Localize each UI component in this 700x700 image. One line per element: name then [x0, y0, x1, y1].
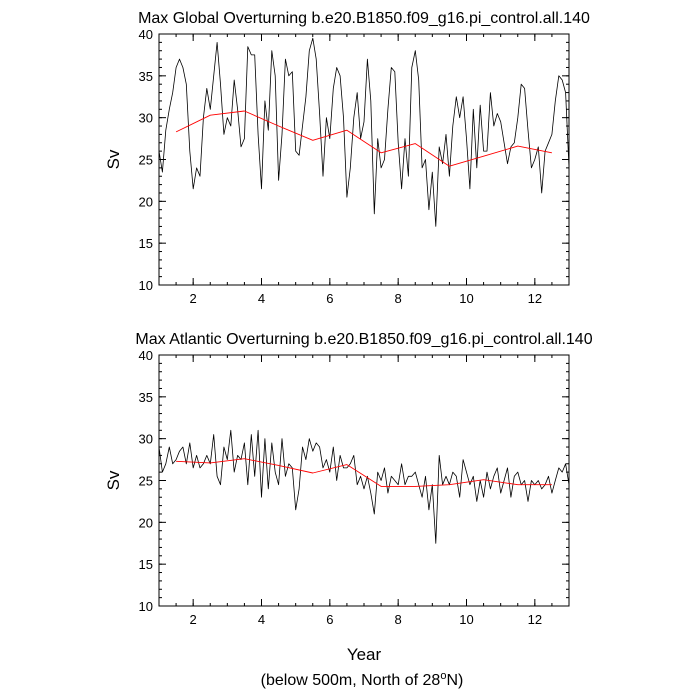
- global-y-tick-label: 35: [139, 69, 153, 84]
- atlantic-overturning-panel: Max Atlantic Overturning b.e20.B1850.f09…: [104, 331, 593, 664]
- atlantic-y-tick-label: 15: [139, 557, 153, 572]
- global-y-tick-label: 10: [139, 278, 153, 293]
- atlantic-x-tick-label: 12: [528, 612, 542, 627]
- atlantic-y-tick-label: 35: [139, 390, 153, 405]
- footer-note: (below 500m, North of 28oN): [261, 670, 464, 689]
- atlantic-y-tick-label: 40: [139, 348, 153, 363]
- atlantic-y-tick-label: 25: [139, 474, 153, 489]
- global-x-tick-label: 8: [395, 291, 402, 306]
- global-series-monthly-line: [158, 37, 570, 227]
- global-y-tick-label: 40: [139, 27, 153, 42]
- atlantic-x-tick-label: 2: [190, 612, 197, 627]
- atlantic-x-tick-label: 10: [459, 612, 473, 627]
- atlantic-y-axis-label: Sv: [104, 470, 123, 490]
- atlantic-series-monthly-line: [158, 429, 570, 544]
- global-y-tick-label: 15: [139, 236, 153, 251]
- footer-degree: o: [440, 670, 446, 682]
- footer-suffix: N): [446, 672, 463, 689]
- atlantic-y-tick-label: 10: [139, 599, 153, 614]
- global-x-tick-label: 2: [190, 291, 197, 306]
- global-y-tick-label: 20: [139, 194, 153, 209]
- atlantic-x-tick-label: 8: [395, 612, 402, 627]
- atlantic-y-tick-label: 30: [139, 432, 153, 447]
- global-x-tick-label: 10: [459, 291, 473, 306]
- global-x-tick-label: 4: [258, 291, 265, 306]
- global-y-tick-label: 25: [139, 153, 153, 168]
- atlantic-series-annual-mean-line: [176, 458, 552, 487]
- footer-note-main: (below 500m, North of 28: [261, 672, 441, 689]
- atlantic-chart-title: Max Atlantic Overturning b.e20.B1850.f09…: [135, 331, 592, 348]
- global-y-tick-label: 30: [139, 111, 153, 126]
- global-overturning-panel: Max Global Overturning b.e20.B1850.f09_g…: [104, 10, 590, 306]
- atlantic-y-tick-label: 20: [139, 515, 153, 530]
- global-x-tick-label: 6: [326, 291, 333, 306]
- global-x-tick-label: 12: [528, 291, 542, 306]
- atlantic-x-tick-label: 4: [258, 612, 265, 627]
- global-y-axis-label: Sv: [104, 149, 123, 169]
- global-plot-frame: [158, 33, 570, 286]
- atlantic-x-axis-label: Year: [347, 645, 382, 664]
- global-chart-title: Max Global Overturning b.e20.B1850.f09_g…: [138, 10, 590, 27]
- atlantic-x-tick-label: 6: [326, 612, 333, 627]
- global-series-annual-mean-line: [175, 110, 552, 167]
